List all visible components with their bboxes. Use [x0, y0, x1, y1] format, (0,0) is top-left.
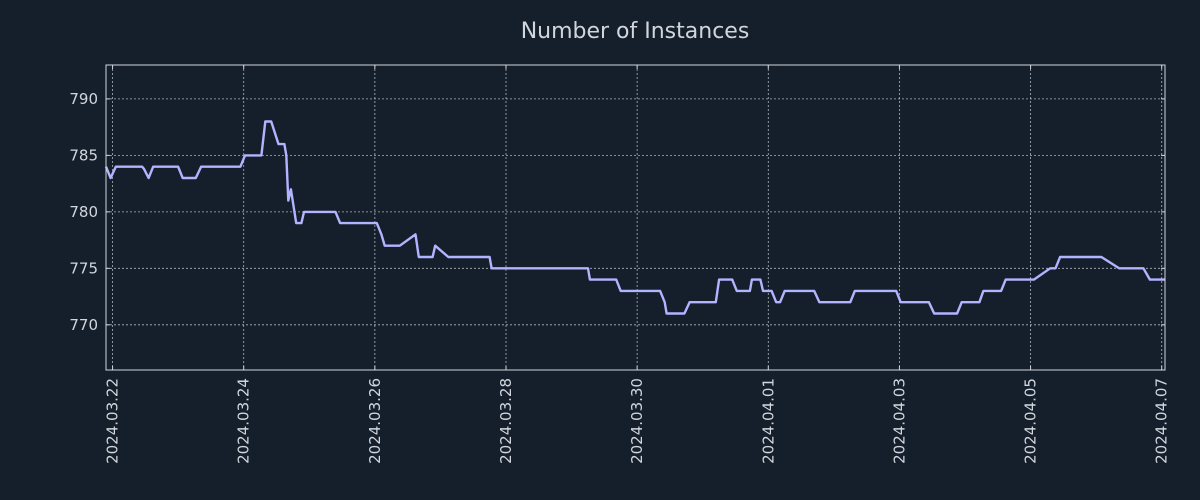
chart-title: Number of Instances: [521, 19, 750, 44]
x-tick-label: 2024.04.03: [890, 378, 908, 464]
x-tick-label: 2024.03.30: [628, 378, 646, 464]
x-tick-label: 2024.04.05: [1022, 378, 1040, 464]
series-layer: [104, 120, 1165, 315]
grid-layer: [106, 65, 1165, 370]
y-tick-label: 780: [69, 203, 98, 221]
y-tick-label: 790: [69, 90, 98, 108]
x-tick-label: 2024.03.26: [366, 378, 384, 464]
y-tick-label: 775: [69, 259, 98, 277]
x-tick-label: 2024.03.28: [497, 378, 515, 464]
plot-frame: [105, 64, 1166, 371]
x-tick-label: 2024.04.07: [1153, 378, 1171, 464]
y-tick-label: 770: [69, 316, 98, 334]
x-tick-label: 2024.04.01: [759, 378, 777, 464]
x-tick-label: 2024.03.24: [235, 378, 253, 464]
x-tick-label: 2024.03.22: [104, 378, 122, 464]
tick-layer: 770 775 780 785 790 2024.03.22 2024.03.24 2024.…: [69, 65, 1171, 464]
series-line-0: [104, 120, 1165, 315]
y-tick-label: 785: [69, 146, 98, 164]
